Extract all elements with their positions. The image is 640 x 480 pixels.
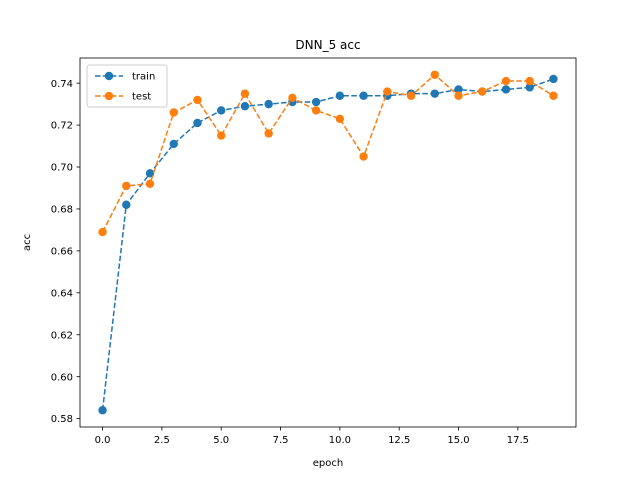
series-line-test: [101, 73, 554, 233]
data-point-test: [406, 91, 416, 100]
plot-area: [98, 70, 558, 415]
y-tick-label: 0.68: [51, 205, 73, 216]
x-tick-label: 15.0: [447, 435, 469, 446]
data-point-test: [122, 181, 131, 191]
data-point-test: [549, 91, 558, 100]
x-tick-label: 17.5: [507, 435, 529, 446]
data-point-test: [217, 131, 226, 140]
y-tick-label: 0.60: [51, 372, 73, 383]
axes-frame: [79, 57, 577, 428]
legend: train test: [86, 64, 168, 108]
data-point-test: [169, 108, 178, 117]
y-tick-label: 0.58: [51, 414, 73, 425]
legend-marker-train: [104, 71, 114, 81]
data-point-test: [383, 87, 392, 96]
data-point-test: [525, 76, 534, 86]
data-point-test: [501, 76, 511, 86]
data-point-train: [264, 99, 273, 109]
data-point-train: [122, 200, 131, 209]
legend-label-test: test: [132, 92, 151, 103]
data-point-test: [288, 93, 297, 103]
data-point-train: [430, 89, 439, 98]
legend-label-train: train: [132, 72, 155, 83]
data-point-train: [169, 139, 178, 149]
x-tick-label: 12.5: [388, 435, 410, 446]
y-axis-label: acc: [22, 234, 33, 251]
data-point-train: [359, 91, 368, 100]
data-point-train: [240, 102, 250, 111]
data-point-test: [335, 114, 345, 124]
data-point-test: [359, 152, 368, 161]
data-point-train: [454, 85, 463, 94]
data-point-train: [335, 91, 345, 100]
chart-title: DNN_5 acc: [295, 38, 360, 52]
data-point-test: [193, 95, 202, 105]
data-point-test: [240, 89, 250, 98]
data-point-train: [217, 106, 226, 115]
data-point-train: [193, 118, 202, 128]
y-tick-label: 0.64: [51, 288, 73, 299]
data-point-test: [454, 91, 463, 100]
data-point-test: [264, 129, 273, 138]
y-tick-label: 0.66: [51, 246, 73, 257]
data-point-train: [501, 85, 511, 94]
data-point-train: [98, 406, 107, 415]
data-point-test: [430, 70, 439, 79]
y-tick-label: 0.74: [51, 79, 73, 90]
legend-marker-test: [104, 91, 114, 101]
y-tick-label: 0.72: [51, 121, 73, 132]
axes: 0.0 2.5 5.0 7.5 10.0 12.5 15.0 17.5 0.58 0.60 0.62…: [51, 57, 577, 446]
data-point-train: [549, 74, 558, 84]
x-axis-label: epoch: [313, 458, 343, 469]
data-point-train: [311, 97, 321, 107]
data-point-test: [98, 227, 107, 237]
x-tick-label: 0.0: [95, 435, 111, 446]
x-tick-label: 2.5: [154, 435, 170, 446]
x-tick-label: 10.0: [329, 435, 351, 446]
data-point-test: [478, 87, 487, 96]
data-point-test: [311, 106, 321, 115]
data-point-train: [525, 83, 534, 92]
y-tick-label: 0.62: [51, 330, 73, 341]
data-point-test: [145, 179, 155, 188]
x-tick-label: 7.5: [273, 435, 289, 446]
x-tick-label: 5.0: [213, 435, 229, 446]
y-tick-label: 0.70: [51, 163, 73, 174]
